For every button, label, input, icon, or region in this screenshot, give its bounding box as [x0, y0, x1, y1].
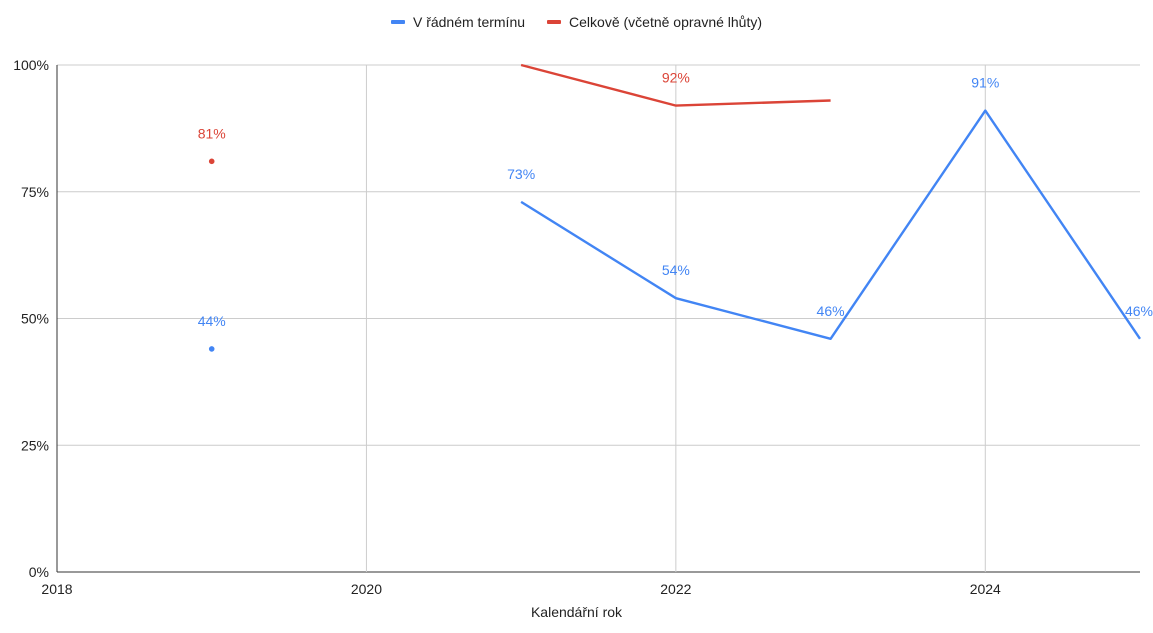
x-tick-label-2022: 2022: [660, 581, 691, 597]
x-tick-label-2018: 2018: [41, 581, 72, 597]
legend-swatch-2: [547, 20, 562, 24]
series-1-data-label-2021: 73%: [507, 166, 535, 182]
series-1-data-label-2024: 91%: [971, 75, 999, 91]
y-tick-label-75: 75%: [21, 184, 49, 200]
series-1-point-2019: [208, 346, 215, 352]
series-2-data-label-2022: 92%: [662, 70, 690, 86]
y-tick-label-0: 0%: [29, 564, 49, 580]
series-2-data-label-2019: 81%: [198, 125, 226, 141]
series-2-point-2019: [208, 158, 215, 165]
y-tick-label-25: 25%: [21, 437, 49, 453]
series-1-data-label-2025: 46%: [1125, 303, 1153, 319]
series-1-data-label-2022: 54%: [662, 262, 690, 278]
series-1-data-label-2023: 46%: [817, 303, 845, 319]
series-1-line-2: [520, 109, 1141, 340]
legend-label-2: Celkově (včetně opravné lhůty): [569, 14, 763, 30]
x-tick-label-2020: 2020: [351, 581, 382, 597]
x-axis-title: Kalendářní rok: [530, 604, 623, 620]
x-tick-label-2024: 2024: [970, 581, 1001, 597]
legend-swatch-1: [390, 20, 405, 24]
legend-item-1[interactable]: V řádném termínu: [390, 14, 526, 30]
y-tick-label-50: 50%: [21, 311, 49, 327]
series-1-data-label-2019: 44%: [198, 313, 226, 329]
y-tick-label-100: 100%: [13, 57, 49, 73]
legend: V řádném termínu Celkově (včetně opravné…: [0, 14, 1153, 30]
legend-item-2[interactable]: Celkově (včetně opravné lhůty): [547, 14, 762, 30]
legend-label-1: V řádném termínu: [412, 14, 526, 30]
series-2-line-2: [520, 63, 831, 107]
